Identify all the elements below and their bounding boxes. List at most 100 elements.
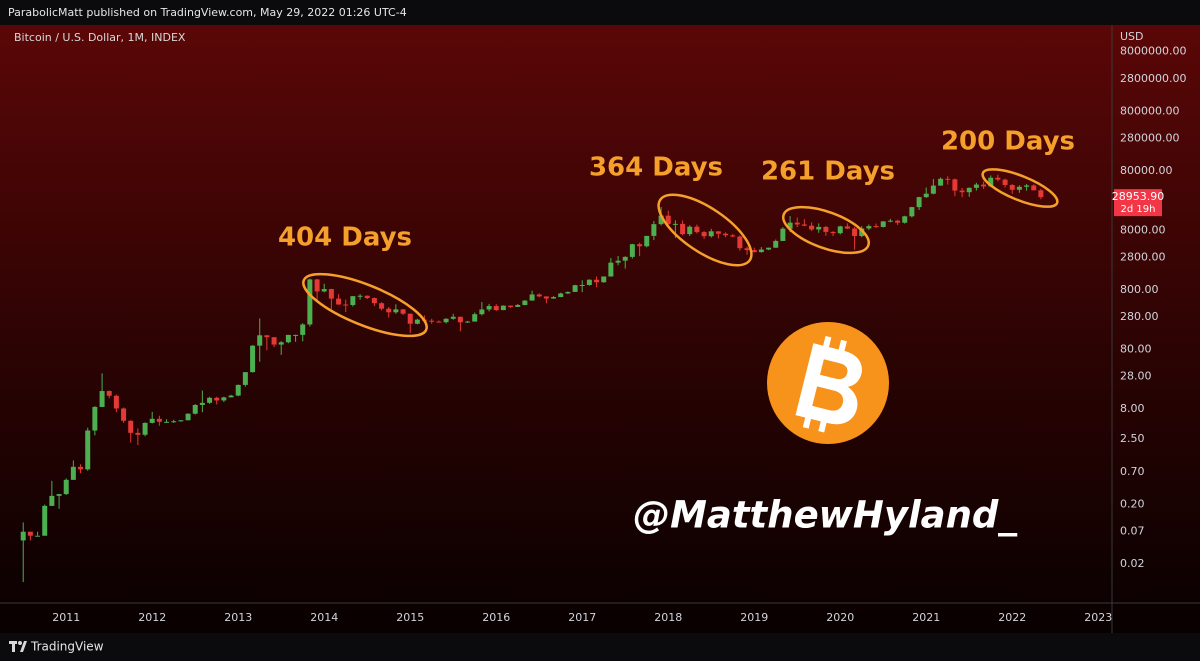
candle-body (672, 223, 678, 225)
candle-body (228, 395, 234, 398)
x-tick-label: 2015 (396, 611, 424, 624)
candle-body (242, 372, 248, 385)
candle-body (429, 320, 435, 322)
candle-body (737, 236, 743, 249)
y-tick-label: 2800000.00 (1120, 72, 1186, 85)
candle-body (895, 220, 901, 223)
candle-body (250, 345, 256, 373)
candle-body (214, 397, 220, 401)
candle-body (386, 308, 392, 313)
candle-body (651, 224, 657, 236)
candle-body (479, 309, 485, 315)
candle-body (873, 226, 879, 228)
candle-body (816, 226, 822, 230)
candle-body (128, 420, 134, 433)
candle-body (945, 178, 951, 180)
candle-body (493, 306, 499, 311)
last-price-box (1114, 189, 1162, 217)
candle-body (508, 305, 514, 307)
candle-body (457, 316, 463, 323)
candle-body (579, 285, 585, 287)
x-tick-label: 2011 (52, 611, 80, 624)
candle-body (171, 421, 177, 423)
chart-title: Bitcoin / U.S. Dollar, 1M, INDEX (14, 31, 186, 44)
candle-body (113, 395, 119, 409)
candle-body (880, 221, 886, 227)
candle-body (407, 313, 413, 324)
candle-body (149, 418, 155, 423)
candle-body (830, 231, 836, 234)
candle-body (278, 342, 284, 345)
candle-body (106, 391, 112, 396)
candle-body (959, 190, 965, 193)
candle-body (235, 384, 241, 396)
header-text: ParabolicMatt published on TradingView.c… (8, 6, 407, 19)
x-tick-label: 2013 (224, 611, 252, 624)
candle-body (85, 430, 91, 470)
header-bar (0, 0, 1200, 25)
candle-body (307, 279, 313, 325)
candle-body (938, 178, 944, 186)
candle-body (687, 226, 693, 235)
candle-body (343, 304, 349, 306)
candles (20, 174, 1044, 583)
candle-body (744, 248, 750, 251)
candle-body (794, 222, 800, 225)
candle-body (221, 397, 227, 401)
candle-body (500, 305, 506, 311)
candle-body (56, 494, 62, 496)
candle-body (708, 231, 714, 237)
candle-body (271, 337, 277, 345)
candle-body (608, 262, 614, 277)
candle-body (350, 296, 356, 305)
candle-body (751, 250, 757, 253)
candle-body (185, 413, 191, 421)
candle-body (773, 240, 779, 248)
y-tick-label: 8000.00 (1120, 223, 1166, 236)
candle-body (1024, 185, 1030, 187)
candle-body (723, 233, 729, 236)
candle-body (1002, 179, 1008, 185)
candle-body (192, 404, 198, 414)
footer-text: TradingView (30, 640, 104, 654)
watermark: @MatthewHyland_ (633, 494, 1017, 537)
candle-body (665, 215, 671, 225)
candle-body (916, 197, 922, 208)
candle-body (357, 295, 363, 297)
candle-body (852, 228, 858, 237)
candle-body (844, 226, 850, 229)
candle-body (601, 276, 607, 283)
y-tick-label: 0.02 (1120, 557, 1145, 570)
candle-body (988, 177, 994, 187)
candle-body (859, 228, 865, 237)
footer-bar (0, 633, 1200, 661)
candle-body (121, 408, 127, 421)
y-tick-label: 8000000.00 (1120, 45, 1186, 58)
candle-body (1031, 185, 1037, 191)
candle-body (701, 232, 707, 237)
bitcoin-logo (767, 322, 889, 444)
candle-body (543, 296, 549, 299)
candle-body (758, 249, 764, 253)
candle-body (371, 298, 377, 304)
highlight-ellipse (981, 168, 1059, 208)
candle-body (551, 297, 557, 299)
candle-body (450, 316, 456, 319)
candle-body (264, 335, 270, 338)
x-tick-label: 2020 (826, 611, 854, 624)
candle-body (615, 260, 621, 263)
candle-body (92, 406, 98, 431)
candle-body (902, 216, 908, 223)
candle-body (572, 285, 578, 292)
candle-body (300, 324, 306, 335)
candle-body (909, 207, 915, 217)
candle-body (135, 432, 141, 435)
y-tick-label: 0.70 (1120, 465, 1145, 478)
candle-body (780, 228, 786, 241)
candle-body (257, 335, 263, 346)
annotation: 364 Days (589, 153, 723, 183)
annotation: 404 Days (278, 223, 412, 253)
x-tick-label: 2012 (138, 611, 166, 624)
